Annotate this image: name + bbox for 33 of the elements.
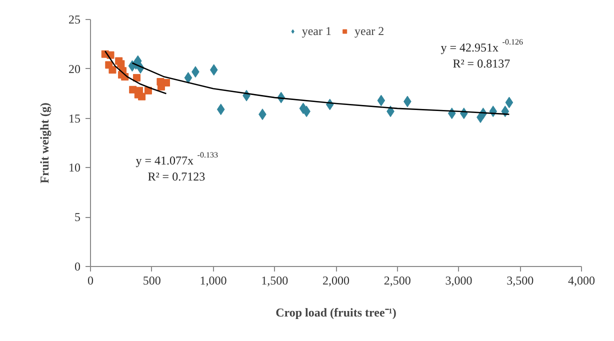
x-tick-label: 3,000 bbox=[445, 274, 472, 288]
annotation: R² = 0.8137 bbox=[452, 56, 510, 70]
y-axis-title: Fruit weight (g) bbox=[38, 102, 52, 184]
annotation: y = 42.951x-0.126 bbox=[440, 38, 523, 54]
point bbox=[108, 66, 116, 74]
x-tick-label: 4,000 bbox=[568, 274, 595, 288]
annotation: R² = 0.7123 bbox=[148, 170, 206, 184]
point bbox=[377, 94, 386, 106]
point bbox=[156, 78, 164, 86]
y-tick-label: 0 bbox=[74, 260, 80, 274]
y-tick-label: 25 bbox=[68, 12, 80, 26]
y-tick-label: 5 bbox=[74, 210, 80, 224]
point bbox=[138, 92, 146, 100]
x-tick-label: 2,500 bbox=[384, 274, 411, 288]
x-tick-label: 500 bbox=[142, 274, 161, 288]
legend-label: year 1 bbox=[302, 24, 332, 38]
y-tick-label: 20 bbox=[68, 62, 80, 76]
legend-label: year 2 bbox=[354, 24, 384, 38]
y-tick-label: 15 bbox=[68, 111, 80, 126]
point bbox=[505, 96, 514, 108]
annotation: y = 41.077x-0.133 bbox=[136, 150, 218, 168]
x-axis-title: Crop load (fruits tree⁻¹) bbox=[276, 306, 396, 320]
point bbox=[133, 74, 141, 82]
y-tick-label: 10 bbox=[68, 160, 80, 175]
x-tick-label: 0 bbox=[88, 274, 94, 288]
point bbox=[184, 72, 192, 84]
point bbox=[216, 104, 225, 116]
x-tick-label: 1,500 bbox=[261, 274, 288, 288]
point bbox=[117, 60, 125, 68]
x-tick-label: 1,000 bbox=[200, 274, 227, 288]
x-tick-label: 3,500 bbox=[506, 274, 534, 288]
x-tick-label: 2,000 bbox=[322, 274, 350, 288]
point bbox=[210, 64, 218, 76]
